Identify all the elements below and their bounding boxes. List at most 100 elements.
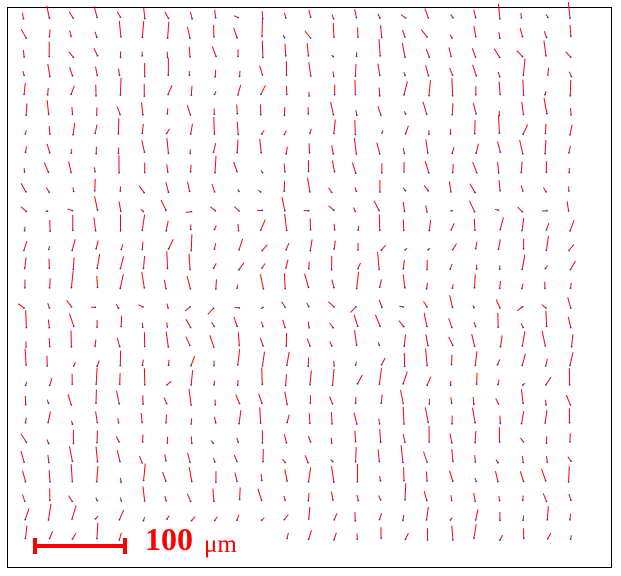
vector-origin-point: [309, 383, 311, 386]
vector-origin-point: [118, 383, 121, 386]
vector-origin-point: [71, 113, 74, 116]
vector-origin-point: [190, 249, 193, 252]
vector-origin-point: [426, 480, 428, 482]
vector-arrow: [25, 310, 27, 328]
vector-origin-point: [451, 209, 453, 212]
vector-origin-point: [450, 363, 453, 366]
vector-origin-point: [119, 230, 122, 232]
vector-origin-point: [96, 286, 99, 289]
vector-arrow: [95, 446, 98, 462]
vector-origin-point: [522, 441, 525, 443]
vector-arrow: [449, 263, 453, 270]
vector-origin-point: [47, 402, 50, 405]
vector-arrow: [72, 122, 76, 135]
vector-arrow: [332, 22, 335, 38]
vector-origin-point: [450, 499, 453, 502]
vector-arrow: [425, 139, 429, 154]
vector-origin-point: [284, 384, 287, 387]
vector-arrow: [166, 138, 169, 154]
vector-arrow: [116, 337, 121, 347]
vector-origin-point: [48, 36, 51, 38]
vector-origin-point: [143, 500, 146, 502]
vector-origin-point: [189, 500, 192, 503]
vector-origin-point: [451, 287, 454, 289]
vector-arrow: [568, 493, 572, 501]
vector-origin-point: [499, 228, 502, 231]
vector-origin-point: [545, 191, 547, 193]
vector-origin-point: [261, 35, 263, 38]
vector-arrow: [522, 124, 529, 135]
vector-arrow: [185, 319, 192, 328]
vector-origin-point: [357, 499, 360, 502]
vector-arrow: [22, 470, 26, 482]
vector-arrow: [49, 278, 51, 288]
vector-arrow: [520, 389, 524, 404]
vector-origin-point: [117, 422, 120, 424]
vector-origin-point: [236, 170, 239, 173]
vector-origin-point: [190, 480, 193, 483]
vector-arrow: [165, 181, 169, 193]
vector-origin-point: [25, 326, 28, 329]
vector-arrow: [20, 183, 27, 193]
vector-origin-point: [118, 539, 121, 541]
vector-origin-point: [380, 537, 382, 539]
vector-origin-point: [70, 286, 73, 289]
vector-origin-point: [214, 209, 217, 212]
vector-origin-point: [522, 248, 525, 250]
vector-origin-point: [428, 56, 431, 59]
vector-arrow: [377, 63, 381, 76]
vector-origin-point: [332, 153, 335, 155]
vector-arrow: [449, 470, 454, 482]
vector-arrow: [356, 494, 359, 501]
vector-origin-point: [354, 93, 357, 96]
vector-origin-point: [355, 16, 358, 19]
vector-arrow: [519, 139, 524, 154]
vector-origin-point: [520, 16, 523, 19]
vector-arrow: [189, 11, 193, 19]
vector-origin-point: [428, 133, 430, 136]
vector-arrow: [354, 9, 357, 18]
vector-origin-point: [24, 518, 27, 521]
vector-arrow: [567, 316, 572, 328]
vector-origin-point: [498, 268, 501, 271]
vector-arrow: [23, 241, 28, 251]
vector-origin-point: [71, 383, 74, 385]
vector-origin-point: [402, 267, 405, 270]
vector-origin-point: [475, 268, 478, 270]
vector-origin-point: [355, 153, 358, 155]
vector-origin-point: [284, 461, 286, 464]
vector-arrow: [213, 263, 217, 269]
vector-origin-point: [522, 402, 524, 405]
vector-arrow: [402, 29, 406, 38]
vector-arrow: [521, 217, 525, 231]
vector-origin-point: [190, 404, 193, 406]
vector-arrow: [309, 370, 312, 385]
vector-arrow: [499, 281, 501, 289]
vector-origin-point: [379, 325, 381, 328]
vector-origin-point: [119, 113, 121, 116]
vector-origin-point: [499, 151, 502, 154]
vector-arrow: [138, 185, 145, 193]
vector-origin-point: [214, 288, 217, 290]
vector-origin-point: [451, 480, 454, 483]
vector-origin-point: [71, 229, 74, 232]
vector-origin-point: [23, 93, 25, 96]
vector-origin-point: [378, 229, 381, 232]
vector-origin-point: [544, 132, 547, 135]
vector-arrow: [284, 469, 288, 482]
vector-arrow: [142, 359, 144, 366]
vector-arrow: [69, 313, 75, 327]
vector-origin-point: [165, 287, 167, 290]
vector-origin-point: [331, 384, 334, 387]
vector-arrow: [214, 155, 217, 173]
vector-origin-point: [521, 499, 524, 502]
vector-origin-point: [426, 539, 429, 541]
vector-origin-point: [354, 75, 357, 77]
vector-origin-point: [333, 36, 335, 38]
vector-origin-point: [522, 519, 524, 522]
vector-origin-point: [24, 190, 27, 193]
vector-origin-point: [378, 286, 381, 289]
vector-arrow: [522, 79, 525, 96]
vector-origin-point: [48, 55, 51, 58]
vector-origin-point: [142, 479, 145, 482]
